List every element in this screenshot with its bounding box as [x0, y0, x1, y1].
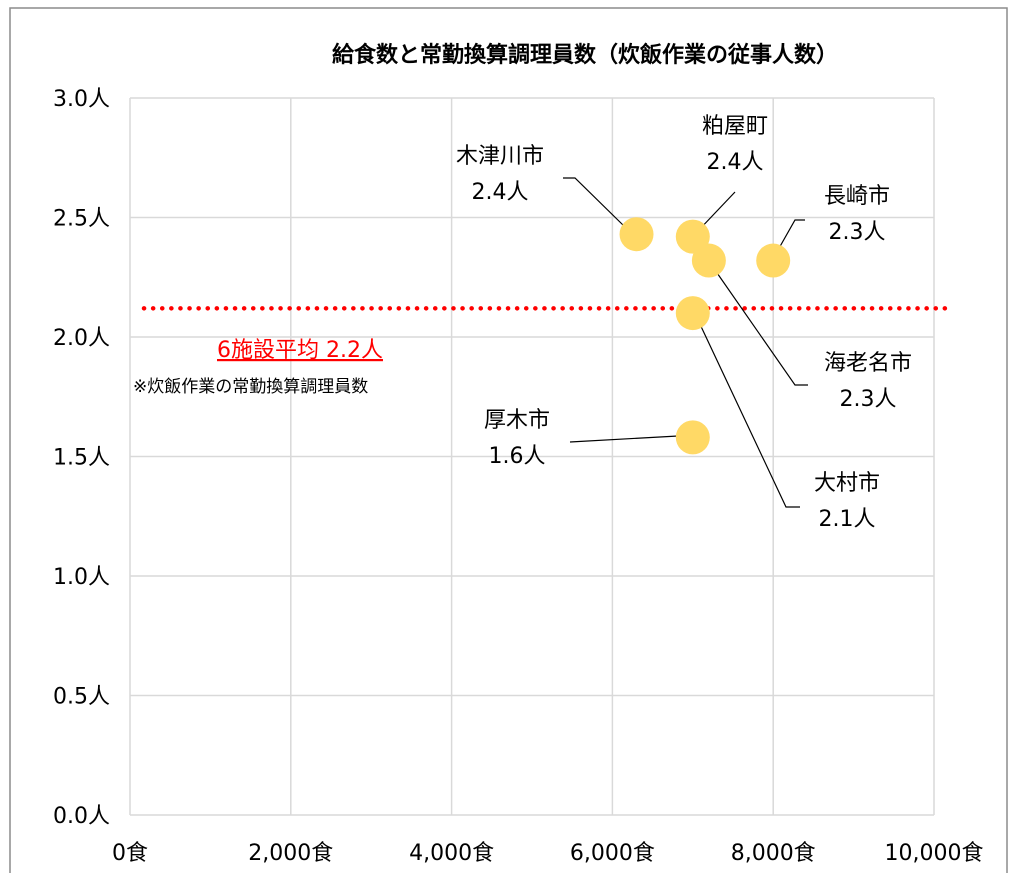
y-tick-label: 1.5人: [53, 446, 110, 471]
y-tick-label: 2.0人: [53, 326, 110, 351]
point-name-label: 粕屋町: [702, 114, 768, 139]
average-note: ※炊飯作業の常勤換算調理員数: [133, 377, 368, 397]
x-tick-label: 6,000食: [570, 841, 655, 866]
x-tick-label: 0食: [112, 841, 148, 866]
point-name-label: 海老名市: [824, 351, 912, 376]
point-name-label: 木津川市: [456, 144, 544, 169]
data-point: [691, 243, 726, 278]
y-tick-label: 0.5人: [53, 685, 110, 710]
x-tick-label: 10,000食: [885, 841, 984, 866]
point-name-label: 大村市: [814, 471, 880, 496]
y-tick-label: 0.0人: [53, 804, 110, 829]
y-axis-tick-labels: 0.0人 0.5人 1.0人 1.5人 2.0人 2.5人 3.0人: [53, 87, 110, 829]
leader-line: [569, 435, 679, 443]
y-tick-label: 1.0人: [53, 565, 110, 590]
gridlines: [129, 97, 935, 816]
x-tick-label: 8,000食: [731, 841, 816, 866]
point-value-label: 2.4人: [472, 180, 529, 205]
chart-title: 給食数と常勤換算調理員数（炊飯作業の従事人数）: [332, 42, 838, 68]
point-value-label: 2.3人: [840, 387, 897, 412]
point-name-label: 厚木市: [484, 408, 550, 433]
point-value-label: 2.3人: [829, 220, 886, 245]
data-points: [619, 217, 791, 455]
y-tick-label: 2.5人: [53, 207, 110, 232]
x-tick-label: 4,000食: [409, 841, 494, 866]
chart-frame: [9, 7, 1008, 873]
leader-line: [563, 177, 625, 227]
point-value-label: 2.1人: [819, 507, 876, 532]
point-value-label: 2.4人: [707, 150, 764, 175]
leader-lines: [563, 177, 808, 508]
data-point: [619, 217, 654, 252]
data-point: [675, 296, 710, 331]
point-labels: 木津川市2.4人粕屋町2.4人長崎市2.3人海老名市2.3人大村市2.1人厚木市…: [456, 114, 912, 532]
leader-line: [714, 269, 808, 386]
data-point: [675, 420, 710, 455]
leader-line: [697, 319, 800, 508]
point-name-label: 長崎市: [824, 184, 890, 209]
data-point: [675, 219, 710, 254]
x-tick-label: 2,000食: [248, 841, 333, 866]
data-point: [756, 243, 791, 278]
average-label: 6施設平均 2.2人: [217, 338, 383, 363]
y-tick-label: 3.0人: [53, 87, 110, 112]
point-value-label: 1.6人: [489, 444, 546, 469]
x-axis-tick-labels: 0食 2,000食 4,000食 6,000食 8,000食 10,000食: [112, 841, 983, 866]
leader-line: [777, 219, 805, 251]
